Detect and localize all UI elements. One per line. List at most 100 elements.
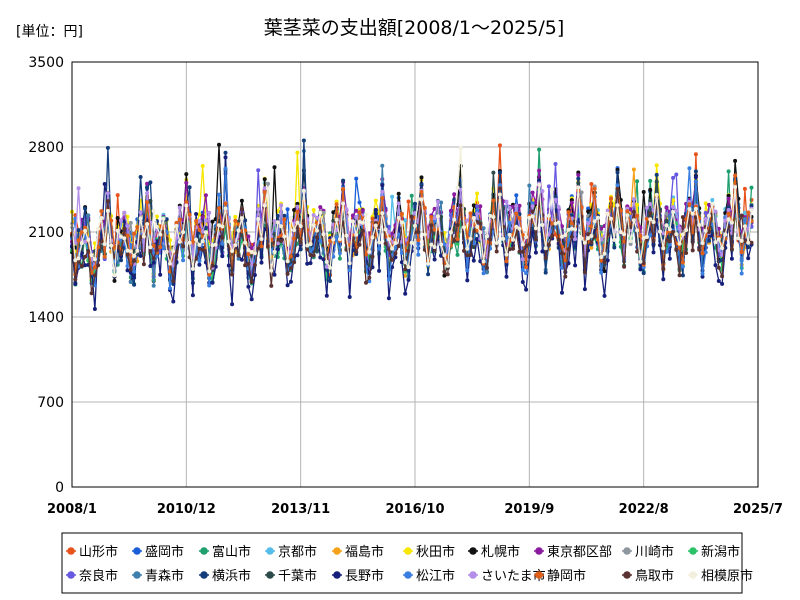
data-point — [592, 219, 597, 224]
data-point — [680, 264, 685, 269]
data-point — [246, 261, 251, 266]
data-point — [556, 237, 561, 242]
x-tick-label: 2010/12 — [157, 502, 216, 517]
data-point — [246, 284, 251, 289]
data-point — [690, 248, 695, 253]
data-point — [109, 243, 114, 248]
data-point — [654, 172, 659, 177]
data-point — [262, 190, 267, 195]
data-point — [537, 178, 542, 183]
data-point — [426, 261, 431, 266]
data-point — [217, 192, 221, 197]
data-point — [520, 268, 525, 273]
legend-swatch-marker — [200, 571, 208, 579]
data-point — [168, 238, 172, 243]
data-point — [638, 267, 643, 272]
data-point — [507, 205, 512, 210]
data-point — [285, 283, 290, 288]
data-point — [151, 256, 156, 261]
data-point — [710, 198, 715, 202]
data-point — [148, 180, 153, 185]
data-point — [295, 150, 300, 155]
data-point — [347, 268, 352, 273]
data-point — [566, 238, 571, 243]
data-point — [197, 212, 202, 217]
data-point — [125, 223, 130, 228]
data-point — [723, 232, 728, 237]
data-point — [377, 246, 382, 251]
data-point — [158, 232, 163, 237]
data-point — [674, 232, 679, 237]
data-point — [644, 205, 649, 210]
data-point — [184, 172, 189, 177]
data-point — [661, 266, 666, 271]
data-point — [406, 199, 411, 204]
legend-swatch-marker — [200, 547, 208, 555]
data-point — [514, 211, 519, 216]
data-point — [383, 227, 388, 232]
data-point — [399, 220, 404, 225]
data-point — [122, 219, 127, 224]
data-point — [370, 216, 375, 221]
data-point — [497, 192, 502, 197]
data-point — [341, 201, 346, 206]
data-point — [262, 177, 267, 182]
data-point — [537, 147, 542, 152]
data-point — [733, 158, 738, 163]
data-point — [259, 260, 264, 265]
data-point — [739, 250, 744, 254]
data-point — [318, 205, 323, 210]
data-point — [429, 242, 434, 247]
data-point — [83, 206, 88, 211]
data-point — [589, 182, 594, 186]
data-point — [713, 209, 718, 214]
data-point — [360, 208, 365, 213]
data-point — [305, 247, 310, 252]
data-point — [455, 241, 460, 246]
data-point — [122, 236, 127, 241]
data-point — [73, 282, 78, 286]
data-point — [576, 173, 581, 177]
data-point — [455, 252, 460, 257]
legend-swatch-marker — [535, 571, 543, 579]
data-point — [687, 166, 692, 171]
data-point — [223, 166, 228, 171]
data-point — [360, 220, 365, 225]
data-point — [187, 240, 192, 245]
data-point — [354, 214, 359, 219]
data-point — [154, 214, 159, 219]
legend-label: 東京都区部 — [547, 544, 612, 560]
data-point — [703, 216, 708, 221]
data-point — [315, 228, 319, 233]
data-point — [710, 233, 715, 238]
data-point — [380, 163, 385, 168]
data-point — [86, 213, 91, 218]
data-point — [203, 225, 208, 230]
data-point — [393, 251, 398, 256]
legend-swatch-marker — [333, 547, 341, 555]
data-point — [83, 263, 88, 268]
data-point — [504, 274, 509, 279]
data-point — [125, 214, 130, 219]
data-point — [161, 216, 166, 221]
data-point — [373, 207, 378, 212]
data-point — [239, 198, 244, 203]
data-point — [76, 186, 81, 191]
data-point — [511, 204, 515, 209]
data-point — [671, 175, 676, 180]
data-point — [220, 224, 225, 229]
data-point — [664, 223, 669, 228]
data-point — [390, 194, 395, 199]
data-point — [576, 181, 581, 186]
data-point — [543, 246, 548, 251]
data-point — [560, 265, 564, 270]
data-point — [595, 215, 600, 220]
data-point — [726, 208, 731, 212]
data-point — [478, 204, 483, 209]
data-point — [364, 212, 368, 217]
data-point — [132, 269, 137, 274]
data-point — [331, 237, 336, 242]
data-point — [171, 279, 176, 284]
data-point — [184, 180, 189, 185]
data-point — [635, 202, 640, 207]
